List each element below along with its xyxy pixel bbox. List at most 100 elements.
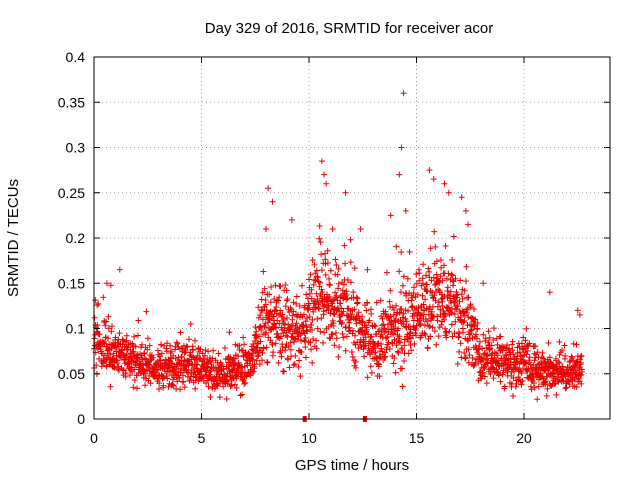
data-point <box>377 297 384 304</box>
data-point <box>141 355 148 362</box>
data-point <box>308 346 315 353</box>
data-point <box>340 281 347 288</box>
data-point <box>347 259 354 266</box>
data-point <box>407 326 414 333</box>
data-point <box>361 343 368 350</box>
data-point <box>266 316 273 323</box>
data-point <box>434 317 441 324</box>
data-point <box>298 282 305 289</box>
data-point <box>353 294 360 301</box>
data-point <box>239 391 246 398</box>
data-point <box>241 380 248 387</box>
data-point <box>339 330 346 337</box>
data-point <box>257 312 264 319</box>
data-point <box>293 300 300 307</box>
data-point <box>512 366 519 373</box>
data-point <box>375 361 382 368</box>
data-point <box>573 341 580 348</box>
data-point <box>308 286 315 293</box>
data-point <box>456 330 463 337</box>
data-point <box>351 306 358 313</box>
data-point <box>335 353 342 360</box>
data-point <box>293 293 300 300</box>
data-point <box>419 292 426 299</box>
data-point <box>388 326 395 333</box>
data-point <box>485 339 492 346</box>
data-point <box>269 341 276 348</box>
data-point <box>449 333 456 340</box>
data-point <box>309 359 316 366</box>
data-point <box>340 308 347 315</box>
data-point <box>318 315 325 322</box>
data-point <box>349 353 356 360</box>
data-point <box>274 317 281 324</box>
data-point <box>326 275 333 282</box>
data-point <box>193 365 200 372</box>
data-point <box>123 332 130 339</box>
data-point <box>178 369 185 376</box>
data-point <box>460 329 467 336</box>
data-point <box>160 382 167 389</box>
data-point <box>157 357 164 364</box>
data-point <box>403 290 410 297</box>
data-point <box>131 377 138 384</box>
data-point <box>562 352 569 359</box>
data-point <box>403 318 410 325</box>
data-point <box>260 268 267 275</box>
data-point <box>312 277 319 284</box>
data-point <box>490 325 497 332</box>
data-point <box>528 386 535 393</box>
data-point <box>324 247 331 254</box>
data-point <box>202 347 209 354</box>
data-point <box>445 270 452 277</box>
data-point <box>428 308 435 315</box>
outlier-point <box>329 225 336 232</box>
data-point <box>415 309 422 316</box>
data-point <box>483 380 490 387</box>
data-point <box>427 245 434 252</box>
data-point <box>563 384 570 391</box>
data-point <box>461 287 468 294</box>
data-point <box>186 377 193 384</box>
data-point <box>446 328 453 335</box>
data-point <box>297 331 304 338</box>
data-point <box>549 370 556 377</box>
data-point <box>526 354 533 361</box>
data-point <box>456 298 463 305</box>
data-point <box>556 359 563 366</box>
data-point <box>396 333 403 340</box>
data-point <box>490 364 497 371</box>
data-point <box>264 359 271 366</box>
data-point <box>100 359 107 366</box>
data-point <box>532 343 539 350</box>
data-point <box>442 312 449 319</box>
data-point <box>102 322 109 329</box>
data-point <box>578 371 585 378</box>
outlier-point <box>426 167 433 174</box>
data-point <box>240 334 247 341</box>
data-point <box>309 316 316 323</box>
data-point <box>423 272 430 279</box>
outlier-point <box>318 158 325 165</box>
outlier-point <box>546 289 553 296</box>
data-point <box>134 332 141 339</box>
outlier-point <box>462 207 469 214</box>
data-point <box>372 344 379 351</box>
data-point <box>556 338 563 345</box>
data-point <box>311 261 318 268</box>
data-point <box>390 360 397 367</box>
data-point <box>272 340 279 347</box>
data-point <box>334 297 341 304</box>
data-point <box>311 276 318 283</box>
data-point <box>329 331 336 338</box>
data-point <box>562 385 569 392</box>
data-point <box>200 355 207 362</box>
data-point <box>386 345 393 352</box>
data-point <box>469 335 476 342</box>
data-point <box>497 378 504 385</box>
data-point <box>404 275 411 282</box>
outlier-point <box>269 198 276 205</box>
data-point <box>488 342 495 349</box>
data-point <box>405 350 412 357</box>
